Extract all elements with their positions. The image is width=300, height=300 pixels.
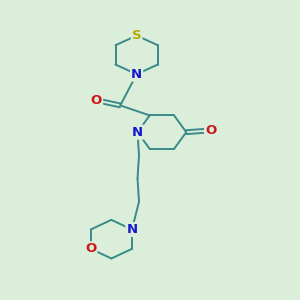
- Text: S: S: [132, 29, 141, 42]
- Text: N: N: [131, 68, 142, 81]
- Text: N: N: [132, 126, 143, 139]
- Text: O: O: [91, 94, 102, 107]
- Text: N: N: [126, 223, 137, 236]
- Text: O: O: [205, 124, 216, 137]
- Text: O: O: [85, 242, 96, 255]
